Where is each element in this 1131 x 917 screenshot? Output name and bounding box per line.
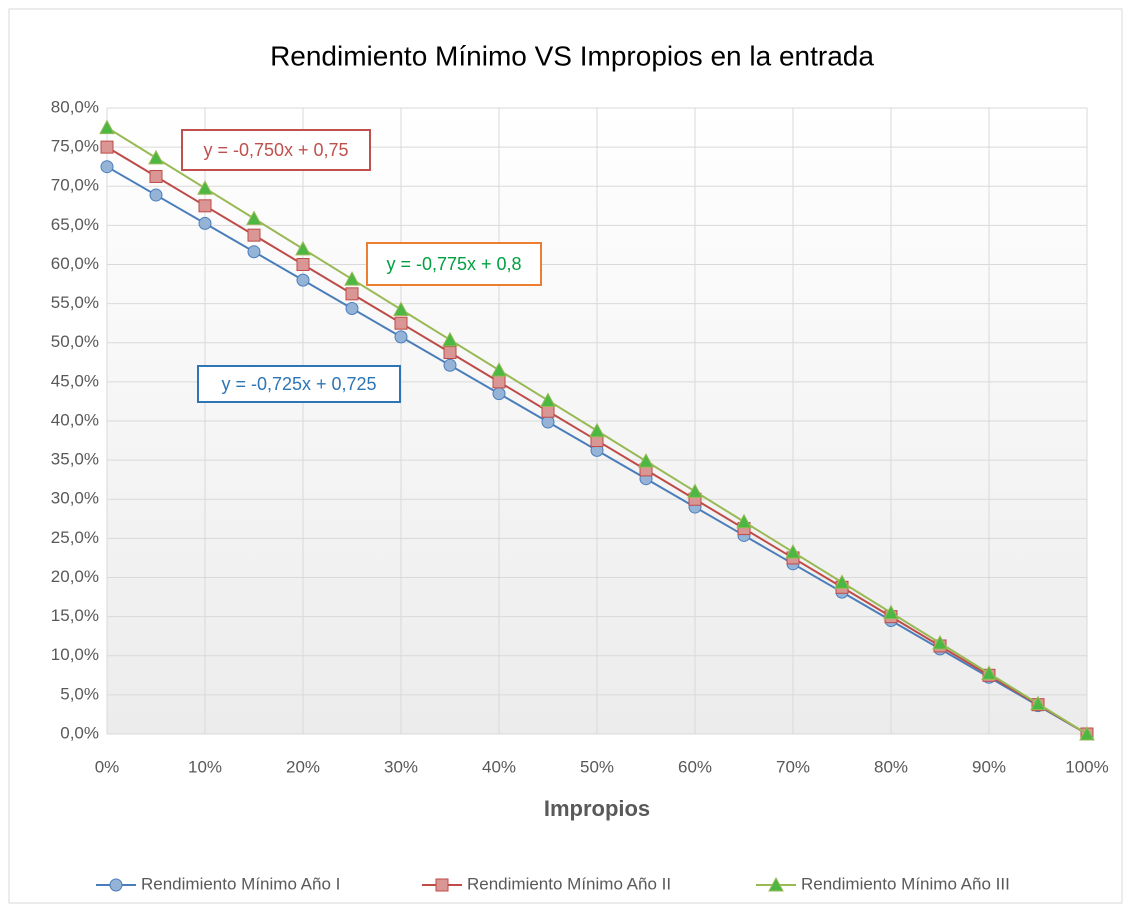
marker [394, 316, 408, 330]
marker [492, 387, 506, 401]
y-tick-label: 0,0% [60, 723, 99, 742]
marker [149, 188, 163, 202]
marker [442, 331, 458, 347]
marker [345, 287, 359, 301]
marker [295, 240, 311, 256]
marker [99, 119, 115, 135]
x-tick-label: 30% [384, 757, 418, 776]
y-tick-label: 70,0% [51, 176, 99, 195]
marker [491, 362, 507, 377]
marker [736, 513, 752, 529]
y-tick-label: 50,0% [51, 332, 99, 351]
y-tick-label: 5,0% [60, 684, 99, 703]
x-tick-label: 70% [776, 757, 810, 776]
marker [100, 140, 114, 154]
legend-label: Rendimiento Mínimo Año I [141, 874, 340, 893]
y-tick-label: 45,0% [51, 371, 99, 390]
annotation: y = -0,750x + 0,75 [203, 140, 348, 160]
annotation-box [181, 129, 371, 171]
marker [589, 422, 605, 438]
marker [246, 210, 262, 226]
y-tick-label: 55,0% [51, 293, 99, 312]
marker [344, 271, 360, 286]
marker [149, 169, 163, 183]
marker [198, 216, 212, 230]
x-tick-label: 90% [972, 757, 1006, 776]
marker [198, 199, 212, 213]
annotation-box [366, 242, 542, 286]
legend-label: Rendimiento Mínimo Año III [801, 874, 1010, 893]
x-tick-label: 0% [95, 757, 120, 776]
marker [197, 180, 213, 195]
marker [247, 228, 261, 242]
x-tick-label: 50% [580, 757, 614, 776]
x-tick-label: 10% [188, 757, 222, 776]
marker [768, 876, 784, 892]
marker [541, 404, 555, 418]
marker [981, 665, 997, 680]
marker [296, 258, 310, 271]
marker [1079, 725, 1095, 741]
marker [541, 415, 555, 429]
marker [443, 346, 457, 360]
legend-label: Rendimiento Mínimo Año II [467, 874, 671, 893]
y-tick-label: 20,0% [51, 567, 99, 586]
annotation: y = -0,725x + 0,725 [221, 374, 376, 394]
marker [687, 483, 703, 498]
marker [247, 245, 261, 259]
marker [492, 375, 506, 389]
annotation: y = -0,775x + 0,8 [386, 254, 521, 274]
marker [443, 358, 457, 372]
y-tick-label: 80,0% [51, 97, 99, 116]
y-tick-label: 10,0% [51, 645, 99, 664]
marker [393, 301, 409, 316]
marker [1030, 695, 1046, 711]
marker [785, 544, 801, 559]
marker [932, 634, 948, 650]
marker [296, 273, 310, 287]
y-tick-label: 65,0% [51, 215, 99, 234]
y-tick-label: 25,0% [51, 528, 99, 547]
x-tick-label: 80% [874, 757, 908, 776]
marker [638, 453, 654, 468]
marker [100, 160, 114, 174]
y-tick-label: 40,0% [51, 410, 99, 429]
y-tick-label: 75,0% [51, 137, 99, 156]
marker [883, 604, 899, 620]
marker [345, 302, 359, 316]
annotation-box [197, 365, 401, 403]
marker [148, 149, 164, 165]
x-axis-title: Impropios [544, 796, 650, 821]
marker [394, 330, 408, 344]
marker [834, 574, 850, 589]
y-tick-label: 15,0% [51, 606, 99, 625]
marker [109, 878, 123, 892]
x-tick-label: 100% [1065, 757, 1108, 776]
y-tick-label: 60,0% [51, 254, 99, 273]
y-tick-label: 35,0% [51, 450, 99, 469]
y-tick-label: 30,0% [51, 489, 99, 508]
x-tick-label: 20% [286, 757, 320, 776]
x-tick-label: 60% [678, 757, 712, 776]
marker [540, 392, 556, 407]
marker [435, 878, 449, 892]
chart-title: Rendimiento Mínimo VS Impropios en la en… [270, 40, 874, 71]
x-tick-label: 40% [482, 757, 516, 776]
